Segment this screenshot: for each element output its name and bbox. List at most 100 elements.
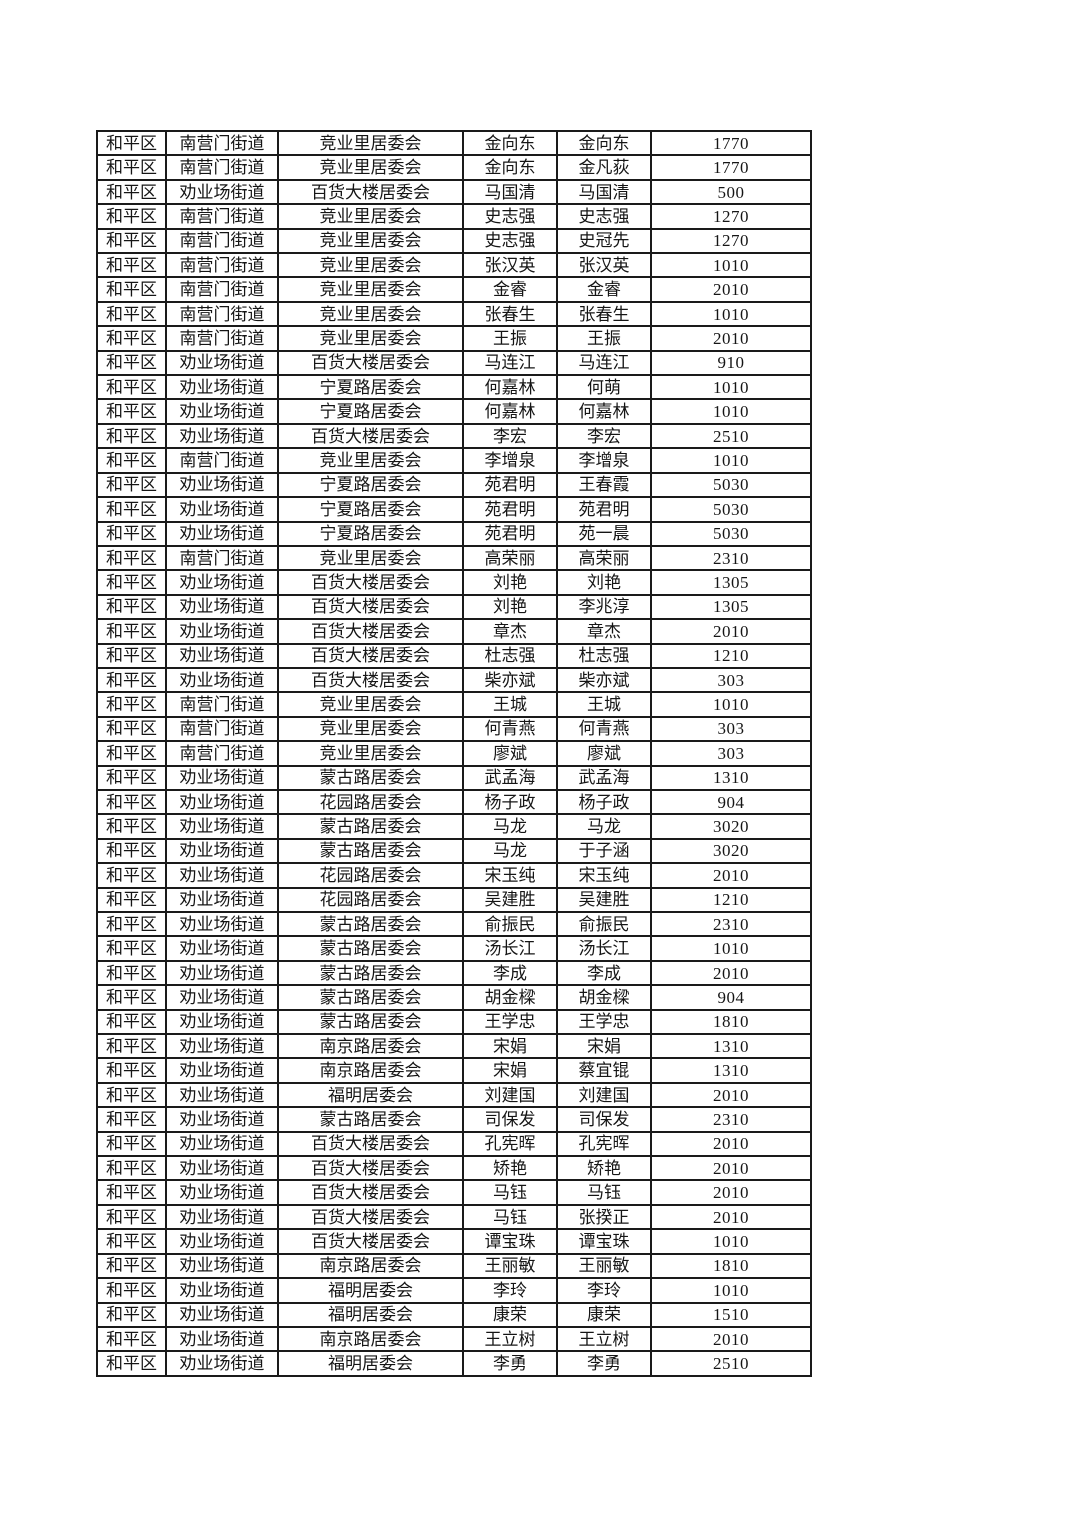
table-row: 和平区 劝业场街道 宁夏路居委会 何嘉林 何嘉林 1010 [96, 398, 812, 425]
table-cell: 和平区 [96, 496, 167, 523]
table-cell: 金睿 [556, 276, 652, 303]
table-cell: 2510 [650, 1350, 812, 1377]
table-cell: 汤长江 [556, 935, 652, 962]
data-table: 和平区 南营门街道 竞业里居委会 金向东 金向东 1770 和平区 南营门街道 竞业里居委会 金向… [96, 129, 812, 1377]
table-cell: 百货大楼居委会 [277, 642, 464, 669]
table-cell: 和平区 [96, 910, 167, 938]
table-cell: 福明居委会 [277, 1350, 464, 1377]
table-cell: 劝业场街道 [165, 471, 279, 499]
table-cell: 1210 [650, 642, 812, 669]
table-cell: 劝业场街道 [165, 1155, 279, 1182]
table-cell: 南营门街道 [165, 715, 279, 743]
table-cell: 高荣丽 [556, 544, 652, 572]
table-cell: 1010 [650, 300, 812, 328]
table-cell: 和平区 [96, 1228, 167, 1255]
table-cell: 竞业里居委会 [277, 203, 464, 230]
table-cell: 胡金樑 [556, 984, 652, 1011]
table-cell: 2010 [650, 862, 812, 889]
table-cell: 胡金樑 [462, 984, 558, 1011]
table-cell: 劝业场街道 [165, 813, 279, 840]
table-cell: 和平区 [96, 691, 167, 718]
table-cell: 劝业场街道 [165, 496, 279, 523]
table-cell: 何青燕 [556, 715, 652, 743]
table-cell: 李玲 [556, 1277, 652, 1304]
table-row: 和平区 劝业场街道 百货大楼居委会 矫艳 矫艳 2010 [96, 1155, 812, 1182]
table-row: 和平区 劝业场街道 蒙古路居委会 胡金樑 胡金樑 904 [96, 984, 812, 1011]
table-cell: 王立树 [462, 1325, 558, 1353]
table-cell: 金向东 [462, 129, 558, 157]
table-cell: 竞业里居委会 [277, 300, 464, 328]
table-cell: 王振 [556, 325, 652, 352]
table-cell: 3020 [650, 837, 812, 865]
table-cell: 和平区 [96, 813, 167, 840]
table-body: 和平区 南营门街道 竞业里居委会 金向东 金向东 1770 和平区 南营门街道 竞业里居委会 金向… [96, 129, 812, 1377]
table-row: 和平区 南营门街道 竞业里居委会 史志强 史冠先 1270 [96, 227, 812, 255]
table-cell: 竞业里居委会 [277, 325, 464, 352]
table-cell: 金睿 [462, 276, 558, 303]
table-cell: 和平区 [96, 129, 167, 157]
table-row: 和平区 南营门街道 竞业里居委会 金向东 金凡荻 1770 [96, 154, 812, 181]
table-row: 和平区 劝业场街道 百货大楼居委会 李宏 李宏 2510 [96, 422, 812, 450]
table-cell: 和平区 [96, 788, 167, 816]
table-cell: 宁夏路居委会 [277, 520, 464, 547]
table-cell: 南京路居委会 [277, 1033, 464, 1060]
table-cell: 竞业里居委会 [277, 276, 464, 303]
table-cell: 劝业场街道 [165, 618, 279, 645]
table-cell: 蒙古路居委会 [277, 1106, 464, 1133]
table-cell: 303 [650, 666, 812, 694]
table-cell: 李增泉 [556, 447, 652, 474]
table-cell: 王丽敏 [556, 1252, 652, 1280]
table-cell: 2010 [650, 325, 812, 352]
table-cell: 宁夏路居委会 [277, 471, 464, 499]
table-cell: 和平区 [96, 593, 167, 621]
table-cell: 1770 [650, 154, 812, 181]
table-cell: 俞振民 [462, 910, 558, 938]
table-cell: 5030 [650, 496, 812, 523]
table-cell: 史志强 [462, 203, 558, 230]
table-row: 和平区 南营门街道 竞业里居委会 何青燕 何青燕 303 [96, 715, 812, 743]
table-cell: 竞业里居委会 [277, 154, 464, 181]
document-page: 和平区 南营门街道 竞业里居委会 金向东 金向东 1770 和平区 南营门街道 竞业里居委会 金向… [96, 129, 812, 1377]
table-cell: 和平区 [96, 471, 167, 499]
table-cell: 劝业场街道 [165, 788, 279, 816]
table-row: 和平区 南营门街道 竞业里居委会 王振 王振 2010 [96, 325, 812, 352]
table-cell: 花园路居委会 [277, 886, 464, 914]
table-cell: 劝业场街道 [165, 1203, 279, 1231]
table-cell: 百货大楼居委会 [277, 1179, 464, 1206]
table-cell: 李宏 [462, 422, 558, 450]
table-cell: 百货大楼居委会 [277, 349, 464, 377]
table-cell: 李兆淳 [556, 593, 652, 621]
table-cell: 1510 [650, 1301, 812, 1328]
table-cell: 杜志强 [556, 642, 652, 669]
table-cell: 和平区 [96, 154, 167, 181]
table-cell: 南营门街道 [165, 203, 279, 230]
table-cell: 竞业里居委会 [277, 227, 464, 255]
table-row: 和平区 南营门街道 竞业里居委会 王城 王城 1010 [96, 691, 812, 718]
table-row: 和平区 南营门街道 竞业里居委会 张汉英 张汉英 1010 [96, 252, 812, 279]
table-row: 和平区 劝业场街道 蒙古路居委会 俞振民 俞振民 2310 [96, 910, 812, 938]
table-row: 和平区 劝业场街道 福明居委会 刘建国 刘建国 2010 [96, 1081, 812, 1109]
table-cell: 和平区 [96, 325, 167, 352]
table-cell: 和平区 [96, 374, 167, 401]
table-row: 和平区 劝业场街道 百货大楼居委会 章杰 章杰 2010 [96, 618, 812, 645]
table-cell: 宁夏路居委会 [277, 496, 464, 523]
table-cell: 1305 [650, 569, 812, 596]
table-cell: 武孟海 [556, 764, 652, 791]
table-row: 和平区 劝业场街道 蒙古路居委会 王学忠 王学忠 1810 [96, 1008, 812, 1036]
table-row: 和平区 劝业场街道 宁夏路居委会 苑君明 王春霞 5030 [96, 471, 812, 499]
table-row: 和平区 劝业场街道 百货大楼居委会 孔宪晖 孔宪晖 2010 [96, 1130, 812, 1158]
table-cell: 宋玉纯 [462, 862, 558, 889]
table-cell: 王学忠 [462, 1008, 558, 1036]
table-cell: 和平区 [96, 544, 167, 572]
table-cell: 福明居委会 [277, 1301, 464, 1328]
table-cell: 蒙古路居委会 [277, 959, 464, 987]
table-cell: 和平区 [96, 1155, 167, 1182]
table-cell: 和平区 [96, 959, 167, 987]
table-cell: 南营门街道 [165, 252, 279, 279]
table-cell: 马钰 [462, 1179, 558, 1206]
table-cell: 劝业场街道 [165, 422, 279, 450]
table-cell: 1010 [650, 691, 812, 718]
table-row: 和平区 劝业场街道 蒙古路居委会 司保发 司保发 2310 [96, 1106, 812, 1133]
table-cell: 百货大楼居委会 [277, 422, 464, 450]
table-cell: 和平区 [96, 1252, 167, 1280]
